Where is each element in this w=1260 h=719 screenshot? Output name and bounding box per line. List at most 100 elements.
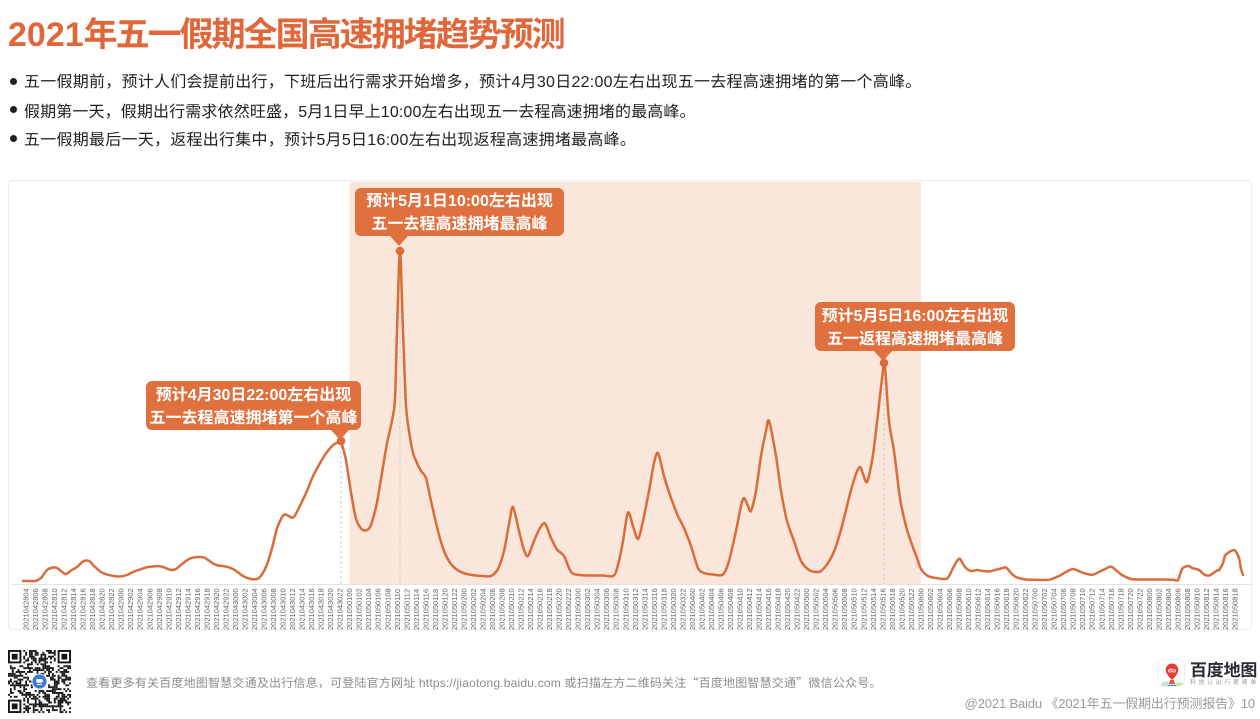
svg-text:2021042808: 2021042808 [41, 588, 50, 630]
svg-text:2021050222: 2021050222 [564, 588, 573, 630]
svg-text:2021050402: 2021050402 [697, 588, 706, 630]
svg-text:2021050100: 2021050100 [345, 588, 354, 630]
svg-text:2021050122: 2021050122 [450, 588, 459, 630]
svg-text:2021050604: 2021050604 [935, 588, 944, 630]
svg-text:2021043014: 2021043014 [298, 588, 307, 630]
svg-text:2021050320: 2021050320 [669, 588, 678, 630]
svg-text:2021050520: 2021050520 [897, 588, 906, 630]
svg-text:2021050704: 2021050704 [1050, 588, 1059, 630]
svg-text:du: du [1168, 667, 1176, 674]
svg-text:2021050614: 2021050614 [983, 588, 992, 630]
svg-text:2021050518: 2021050518 [888, 588, 897, 630]
svg-text:2021050420: 2021050420 [783, 588, 792, 630]
svg-text:2021050112: 2021050112 [402, 589, 411, 630]
svg-text:2021050608: 2021050608 [955, 588, 964, 630]
svg-text:2021050708: 2021050708 [1069, 588, 1078, 630]
svg-text:2021042912: 2021042912 [174, 588, 183, 630]
svg-text:2021050306: 2021050306 [602, 588, 611, 630]
svg-text:2021050610: 2021050610 [964, 588, 973, 630]
svg-text:2021050716: 2021050716 [1107, 588, 1116, 630]
svg-text:2021050620: 2021050620 [1012, 588, 1021, 630]
svg-text:2021050208: 2021050208 [498, 588, 507, 630]
svg-text:2021050804: 2021050804 [1164, 588, 1173, 630]
svg-text:2021050814: 2021050814 [1212, 588, 1221, 630]
svg-text:2021050522: 2021050522 [907, 588, 916, 630]
svg-text:2021050322: 2021050322 [678, 588, 687, 630]
svg-text:2021050212: 2021050212 [517, 588, 526, 630]
svg-text:2021050508: 2021050508 [840, 588, 849, 630]
svg-text:2021050412: 2021050412 [745, 588, 754, 630]
svg-text:2021050104: 2021050104 [364, 588, 373, 630]
svg-text:2021050200: 2021050200 [459, 588, 468, 630]
svg-text:2021043004: 2021043004 [250, 588, 259, 630]
svg-text:2021050516: 2021050516 [878, 588, 887, 630]
svg-text:2021050720: 2021050720 [1126, 588, 1135, 630]
svg-text:2021050500: 2021050500 [802, 588, 811, 630]
svg-text:2021050414: 2021050414 [755, 588, 764, 630]
svg-text:2021050406: 2021050406 [717, 588, 726, 630]
svg-text:2021050206: 2021050206 [488, 588, 497, 630]
svg-text:2021050416: 2021050416 [764, 588, 773, 630]
svg-text:2021050300: 2021050300 [574, 588, 583, 630]
svg-text:2021050310: 2021050310 [621, 588, 630, 630]
svg-text:2021042920: 2021042920 [212, 588, 221, 630]
svg-text:2021050618: 2021050618 [1002, 588, 1011, 630]
svg-text:2021050506: 2021050506 [831, 588, 840, 630]
svg-text:2021050802: 2021050802 [1154, 588, 1163, 630]
svg-text:2021050812: 2021050812 [1202, 588, 1211, 630]
svg-text:2021042820: 2021042820 [98, 588, 107, 630]
svg-text:2021042922: 2021042922 [221, 588, 230, 630]
svg-text:2021050318: 2021050318 [659, 588, 668, 630]
svg-text:2021050108: 2021050108 [383, 588, 392, 630]
svg-text:2021050810: 2021050810 [1193, 588, 1202, 630]
svg-text:2021042900: 2021042900 [117, 588, 126, 630]
svg-text:2021050204: 2021050204 [479, 588, 488, 630]
svg-text:2021050418: 2021050418 [774, 588, 783, 630]
svg-text:2021042822: 2021042822 [107, 588, 116, 630]
svg-text:2021042810: 2021042810 [50, 588, 59, 630]
svg-text:2021050504: 2021050504 [821, 588, 830, 630]
svg-text:2021050600: 2021050600 [916, 588, 925, 630]
svg-text:2021042804: 2021042804 [22, 588, 31, 630]
svg-text:2021050202: 2021050202 [469, 588, 478, 630]
svg-text:2021043000: 2021043000 [231, 588, 240, 630]
svg-text:2021050302: 2021050302 [583, 588, 592, 630]
svg-text:2021050316: 2021050316 [650, 588, 659, 630]
svg-text:2021050612: 2021050612 [974, 588, 983, 630]
svg-text:2021050622: 2021050622 [1021, 588, 1030, 630]
svg-text:2021050602: 2021050602 [926, 588, 935, 630]
svg-text:2021050710: 2021050710 [1078, 588, 1087, 630]
svg-text:2021043006: 2021043006 [260, 588, 269, 630]
svg-text:2021050712: 2021050712 [1088, 588, 1097, 630]
svg-text:2021050512: 2021050512 [859, 588, 868, 630]
svg-text:2021043022: 2021043022 [336, 588, 345, 630]
svg-text:2021042916: 2021042916 [193, 588, 202, 630]
svg-text:2021050216: 2021050216 [536, 588, 545, 630]
svg-text:2021043010: 2021043010 [279, 588, 288, 630]
svg-text:2021050616: 2021050616 [993, 588, 1002, 630]
svg-text:2021050408: 2021050408 [726, 588, 735, 630]
svg-text:2021050400: 2021050400 [688, 588, 697, 630]
svg-text:2021042818: 2021042818 [88, 588, 97, 630]
svg-text:2021050102: 2021050102 [355, 588, 364, 630]
svg-text:2021043018: 2021043018 [317, 588, 326, 630]
svg-text:2021043020: 2021043020 [326, 588, 335, 630]
svg-text:2021050422: 2021050422 [793, 588, 802, 630]
svg-text:2021042918: 2021042918 [202, 588, 211, 630]
svg-text:2021042806: 2021042806 [31, 588, 40, 630]
svg-text:2021050308: 2021050308 [612, 588, 621, 630]
svg-text:2021050806: 2021050806 [1173, 588, 1182, 630]
svg-text:2021050706: 2021050706 [1059, 588, 1068, 630]
svg-text:2021050800: 2021050800 [1145, 588, 1154, 630]
svg-text:2021050808: 2021050808 [1183, 588, 1192, 630]
svg-text:2021042914: 2021042914 [183, 588, 192, 630]
svg-text:2021050120: 2021050120 [440, 588, 449, 630]
svg-text:2021050514: 2021050514 [869, 588, 878, 630]
svg-text:2021050110: 2021050110 [393, 589, 402, 630]
svg-text:2021050210: 2021050210 [507, 588, 516, 630]
svg-text:2021050118: 2021050118 [431, 589, 440, 630]
svg-text:2021050700: 2021050700 [1031, 588, 1040, 630]
svg-text:2021050510: 2021050510 [850, 588, 859, 630]
svg-text:2021050304: 2021050304 [593, 588, 602, 630]
svg-text:2021050714: 2021050714 [1097, 588, 1106, 630]
